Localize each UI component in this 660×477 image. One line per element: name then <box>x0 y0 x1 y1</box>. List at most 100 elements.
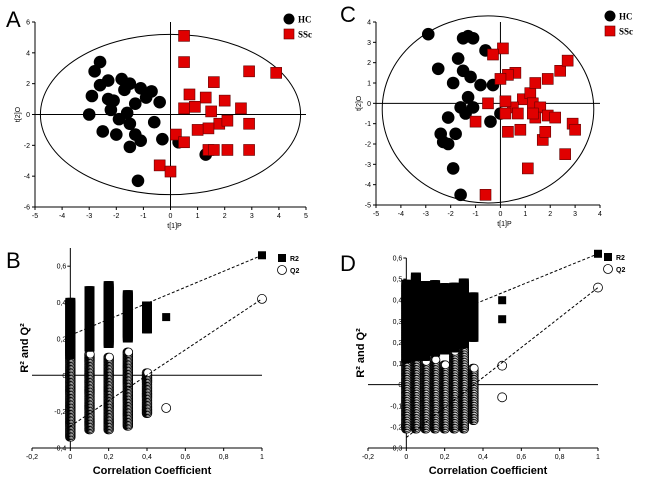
ssc-point <box>170 128 182 141</box>
hc-point <box>431 62 445 76</box>
ssc-point <box>178 136 190 149</box>
hc-point <box>451 52 465 65</box>
x-tick-label: 0,8 <box>555 454 565 461</box>
legend-label: Q2 <box>616 267 625 274</box>
x-tick-label: -0,2 <box>26 454 38 461</box>
ssc-point <box>514 123 527 136</box>
r2-point <box>442 283 450 291</box>
y-tick-label: 3 <box>367 40 371 47</box>
r2-point <box>106 281 114 289</box>
ssc-point <box>153 159 166 172</box>
y-tick-label: 0,2 <box>57 336 67 343</box>
y-tick-label: -3 <box>365 162 371 169</box>
legend-label: SSc <box>619 27 633 37</box>
legend-label: Q2 <box>290 268 299 275</box>
r2-point <box>144 301 152 309</box>
x-tick-label: 0 <box>68 454 72 461</box>
y-tick-label: -1 <box>365 121 371 128</box>
y-tick-label: -0,1 <box>390 403 402 410</box>
x-tick-label: -2 <box>448 211 454 218</box>
q2-regression-line <box>406 287 599 438</box>
ssc-point <box>469 115 482 128</box>
ssc-point <box>494 73 507 85</box>
ssc-point <box>487 48 499 61</box>
hc-point <box>123 117 137 131</box>
panel-label-b: B <box>6 248 21 273</box>
y-tick-label: 0,5 <box>393 277 403 284</box>
x-tick-label: -3 <box>423 211 429 218</box>
y-tick-label: 0,6 <box>57 264 67 271</box>
x-tick-label: -5 <box>373 211 379 218</box>
r2-point <box>423 281 431 289</box>
hc-point <box>88 65 101 78</box>
x-axis-title: Correlation Coefficient <box>93 465 212 477</box>
hc-point <box>110 128 123 141</box>
legend-marker-r2 <box>604 253 612 261</box>
ssc-point <box>221 144 234 156</box>
y-tick-label: 2 <box>26 81 30 88</box>
chart-panel-b: -0,2 0 0,2 0,4 0,6 0,8 1 -0,4 -0,2 0 0,2 0,4 0,6 Corr… <box>19 248 299 477</box>
x-tick-label: -4 <box>59 213 65 220</box>
ssc-point <box>270 67 282 79</box>
x-tick-label: -0,2 <box>362 454 374 461</box>
y-axis-title: R² and Q² <box>19 323 31 373</box>
ssc-point <box>178 56 190 68</box>
x-tick-label: 1 <box>260 454 264 461</box>
hc-point <box>123 140 137 154</box>
x-tick-label: -1 <box>140 213 146 220</box>
r2-point <box>258 251 266 260</box>
ssc-point <box>541 73 554 85</box>
legend-marker-hc <box>604 10 616 22</box>
hc-point <box>134 81 147 95</box>
panel-label-c: C <box>340 2 356 27</box>
ssc-point <box>482 97 494 110</box>
chart-panel-a: -5 -4 -3 -2 -1 0 1 2 3 4 5 -6 -4 -2 0 2 4 6 t[1]P t[2]O HC SS… <box>15 13 312 230</box>
x-tick-label: 0,2 <box>440 454 450 461</box>
hc-point <box>128 97 142 111</box>
x-tick-label: -4 <box>398 211 404 218</box>
legend-marker-q2 <box>603 264 613 274</box>
ssc-point <box>189 100 201 113</box>
r2-point <box>68 297 76 306</box>
chart-panel-d: -0,2 0 0,2 0,4 0,6 0,8 1 -0,3 -0,2 -0,1 0 0,1 0,2 0,3… <box>355 249 625 477</box>
ssc-point <box>529 77 542 89</box>
y-tick-label: -6 <box>24 205 30 212</box>
legend-label: HC <box>619 12 633 22</box>
x-tick-label: 2 <box>548 211 552 218</box>
y-tick-label: 0 <box>398 382 402 389</box>
r2-point <box>413 272 421 280</box>
ssc-point <box>524 87 537 99</box>
y-tick-label: 1 <box>367 81 371 88</box>
r2-point <box>432 280 441 288</box>
x-tick-label: 2 <box>223 213 227 220</box>
hc-point <box>112 112 126 126</box>
y-tick-label: 0 <box>26 112 30 119</box>
chart-panel-c: -5 -4 -3 -2 -1 0 1 2 3 4 -5 -4 -3 -2 -1 0 1 2 3 4 t[1]P t[2]O… <box>356 10 633 228</box>
legend-label: R2 <box>290 256 299 263</box>
ssc-point <box>205 105 217 118</box>
ssc-point <box>502 126 514 138</box>
legend-marker-ssc <box>283 28 295 40</box>
x-tick-label: 0 <box>498 211 502 218</box>
x-axis-title: Correlation Coefficient <box>429 465 548 477</box>
x-tick-label: 0 <box>169 213 173 220</box>
q2-point <box>441 360 450 370</box>
r2-point <box>498 315 507 324</box>
q2-point <box>431 355 441 365</box>
hc-point <box>441 137 455 151</box>
ssc-point <box>539 126 552 138</box>
y-axis-title: t[2]O <box>356 95 363 111</box>
hc-point <box>421 27 435 41</box>
y-tick-label: 0,3 <box>393 319 403 326</box>
panel-label-d: D <box>340 251 356 276</box>
r2-point <box>404 279 412 287</box>
hc-point <box>147 115 161 129</box>
hc-point <box>474 78 487 92</box>
x-tick-label: 3 <box>250 213 254 220</box>
x-tick-label: 0,4 <box>478 454 488 461</box>
ssc-point <box>522 162 534 175</box>
ssc-point <box>243 144 255 156</box>
legend-marker-hc <box>283 13 295 25</box>
ssc-point <box>561 54 574 67</box>
ssc-point <box>183 88 196 101</box>
